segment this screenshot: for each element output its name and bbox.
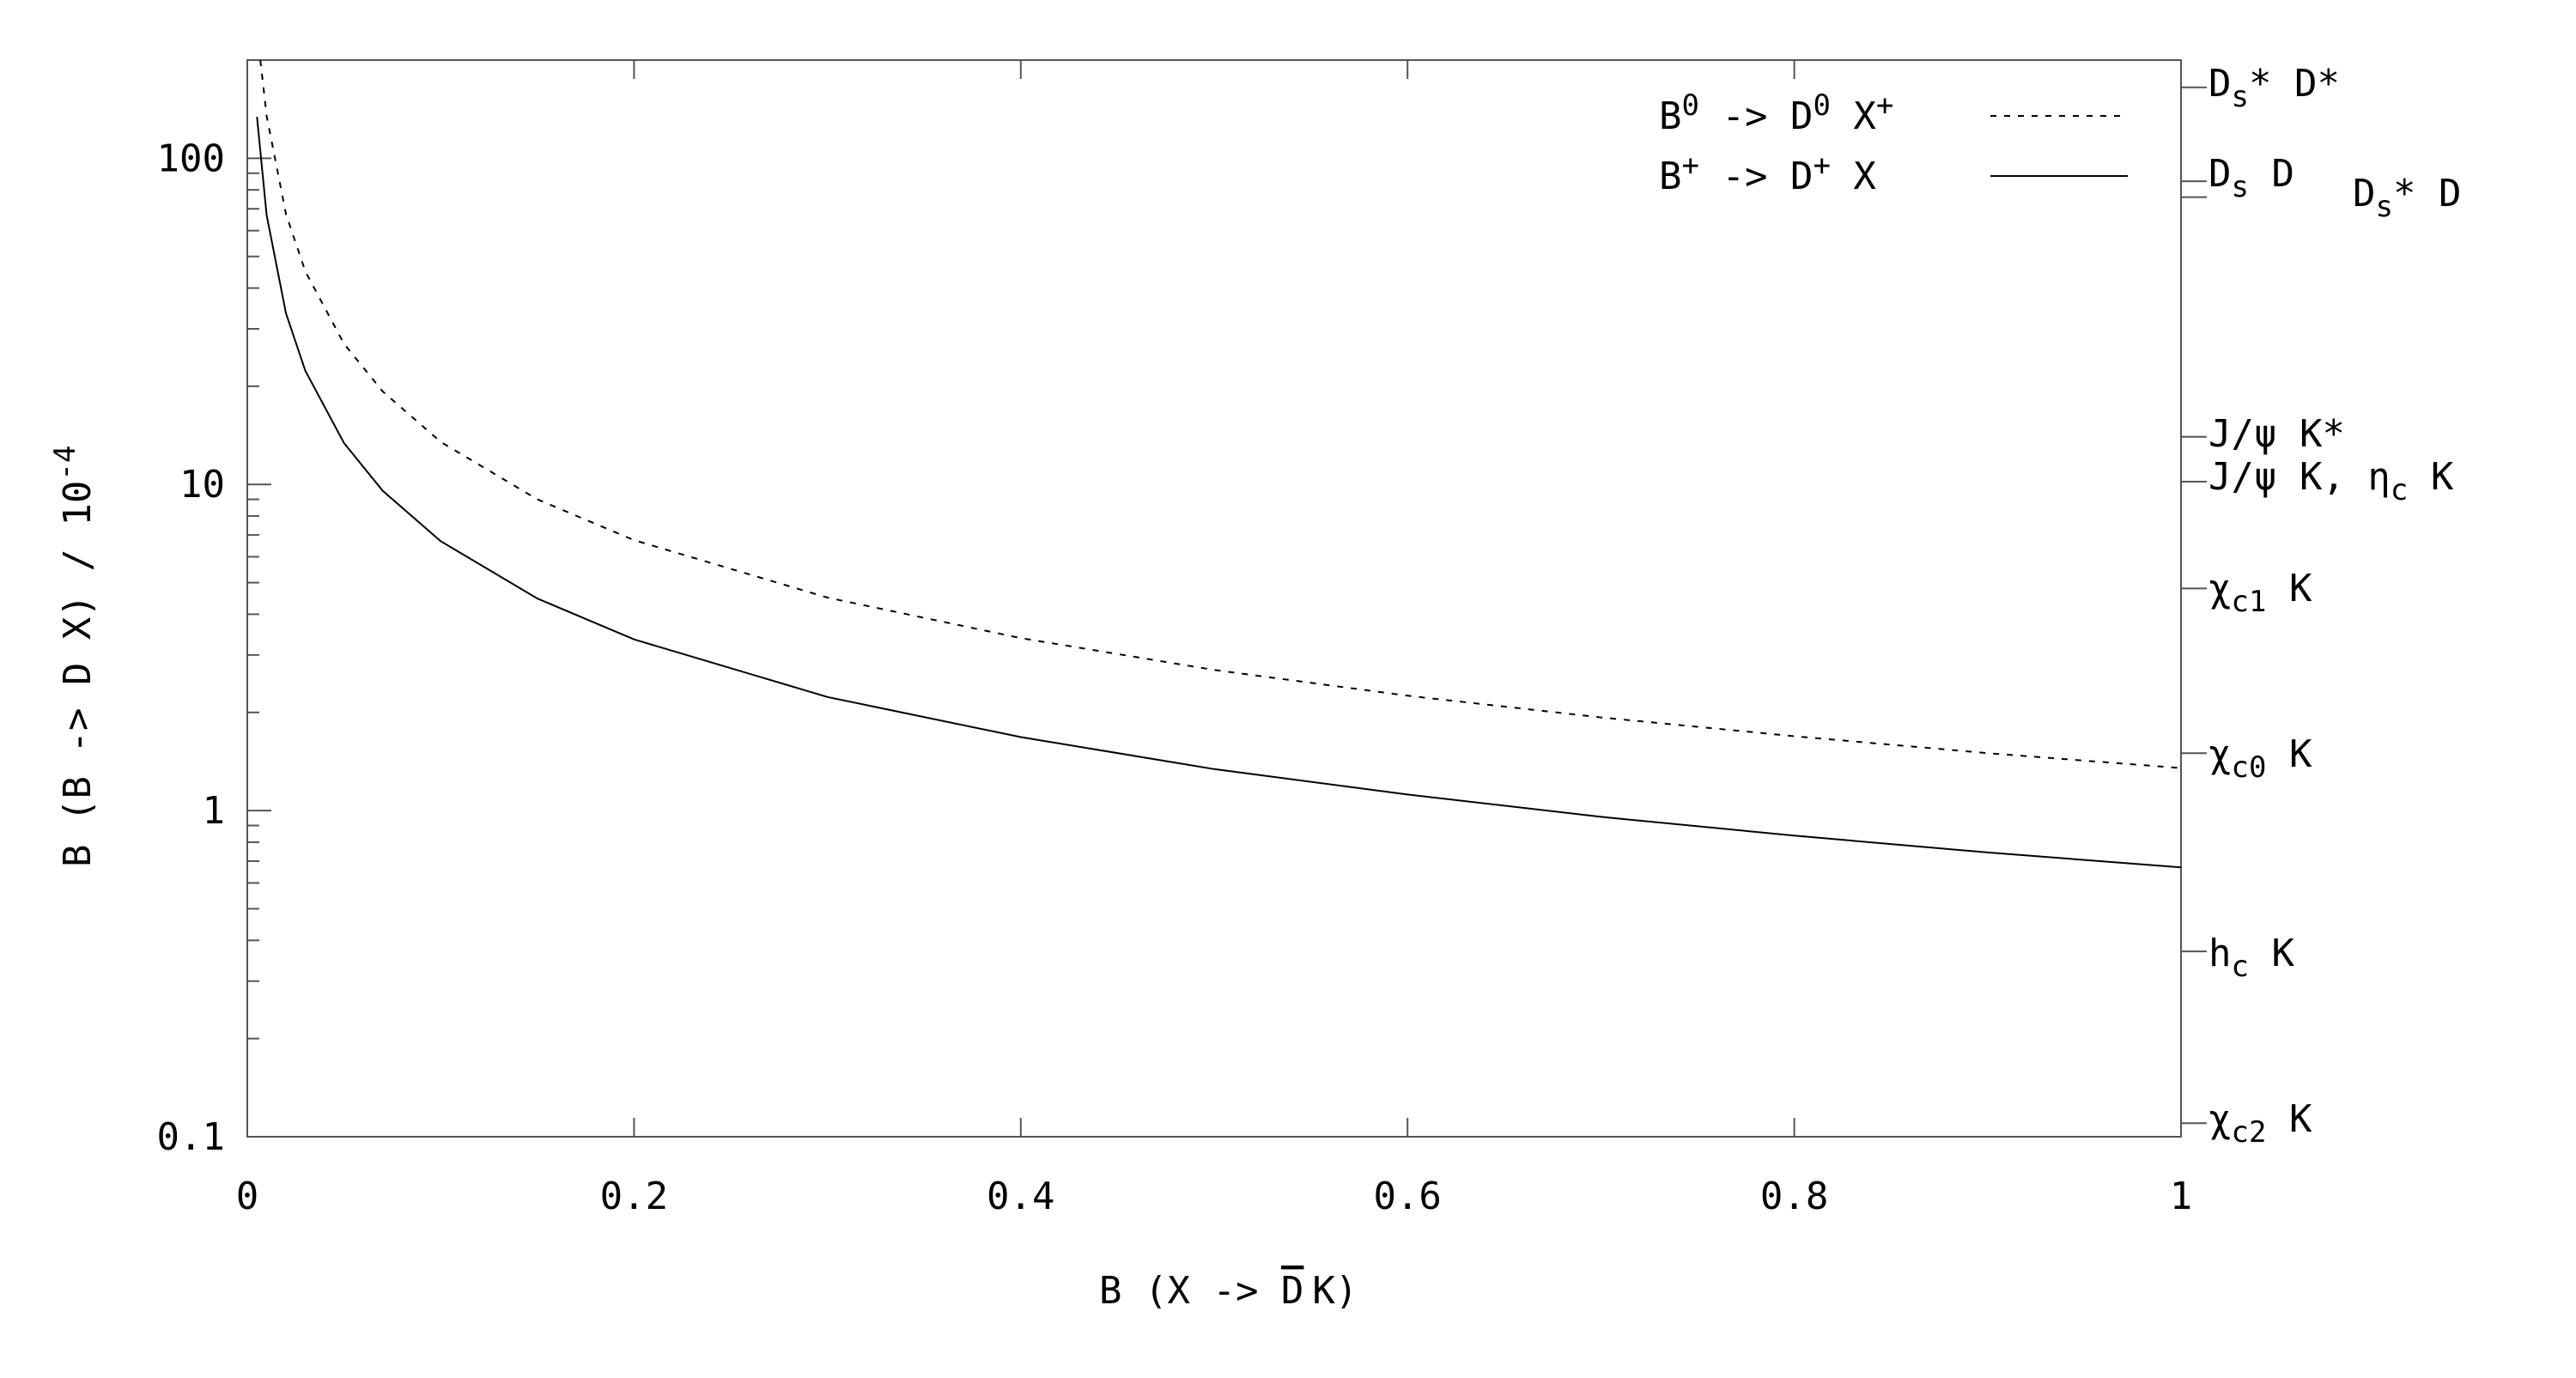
right-labels: Ds* D* Ds D Ds* D J/ψ K* J/ψ K, ηc K χc1… <box>2208 62 2461 1150</box>
label-ds-d: Ds D <box>2208 152 2294 204</box>
label-chic2-k: χc2 K <box>2208 1097 2312 1150</box>
y-axis: 100 10 1 0.1 <box>157 137 271 1159</box>
y-tick-label: 10 <box>179 463 225 507</box>
x-tick-label: 0.4 <box>987 1175 1054 1218</box>
y-axis-title: B (B -> D X) / 10-4 <box>48 446 100 867</box>
label-dsstar-d: Ds* D <box>2353 172 2461 224</box>
right-axis <box>2181 86 2207 1125</box>
label-chic0-k: χc0 K <box>2208 732 2312 785</box>
y-tick-label: 100 <box>157 137 225 180</box>
label-jpsi-k-etac: J/ψ K, ηc K <box>2208 455 2454 507</box>
x-axis-title: B (X -> D K) <box>1099 1269 1358 1313</box>
legend: B0 -> D0 X+ B+ -> D+ X <box>1659 88 2128 198</box>
x-tick-label: 0.2 <box>600 1175 668 1218</box>
x-tick-label: 0.8 <box>1760 1175 1828 1218</box>
label-jpsi-kstar: J/ψ K* <box>2208 412 2345 456</box>
legend-label-solid: B+ -> D+ X <box>1659 149 1876 198</box>
x-tick-label: 1 <box>2170 1175 2193 1218</box>
series-layer <box>256 59 2182 869</box>
x-tick-label: 0 <box>236 1175 259 1218</box>
y-tick-label: 0.1 <box>157 1115 225 1159</box>
label-dsstar-dstar: Ds* D* <box>2208 62 2340 114</box>
label-chic1-k: χc1 K <box>2208 567 2312 619</box>
legend-label-dashed: B0 -> D0 X+ <box>1659 88 1893 138</box>
series-line-dashed <box>259 59 2182 769</box>
series-line-solid <box>256 117 2182 869</box>
x-tick-label: 0.6 <box>1373 1175 1441 1218</box>
x-axis: 0 0.2 0.4 0.6 0.8 1 <box>236 60 2193 1218</box>
plot-frame <box>246 59 2182 1138</box>
y-tick-label: 1 <box>203 789 226 833</box>
label-hc-k: hc K <box>2208 932 2294 984</box>
